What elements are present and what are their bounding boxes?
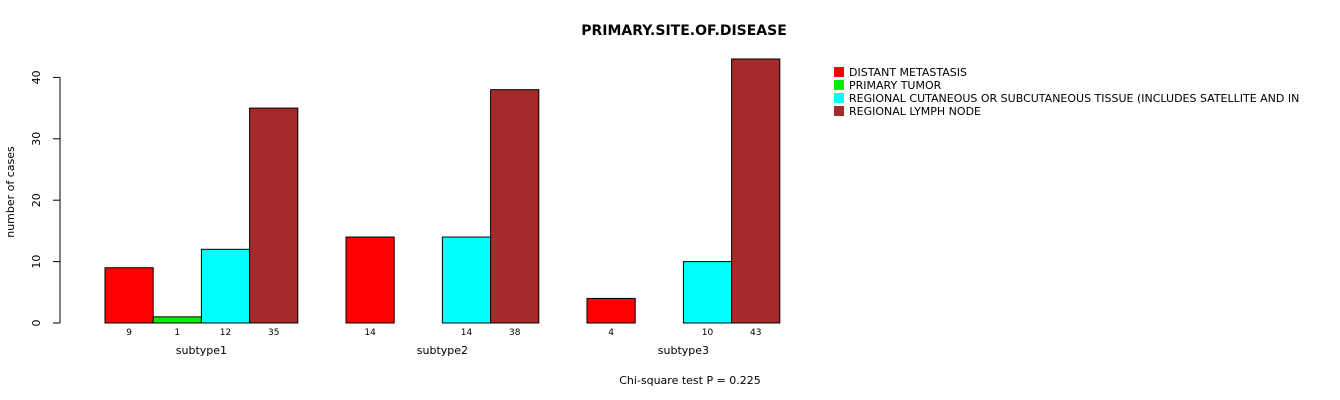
bar-value-label: 14: [461, 328, 473, 338]
chi-square-footnote: Chi-square test P = 0.225: [619, 374, 761, 387]
value-labels-group: 9 1 12 35 14 14 38 4 10 43: [126, 328, 761, 338]
category-labels-group: subtype1 subtype2 subtype3: [176, 344, 709, 357]
bar-value-label: 10: [702, 328, 714, 338]
bar: [249, 107, 299, 324]
legend-swatch: [834, 67, 844, 77]
y-axis: 0 10 20 30 40: [30, 70, 61, 327]
bar-value-label: 35: [268, 328, 279, 338]
bar: [731, 58, 781, 324]
bar-value-label: 12: [220, 328, 231, 338]
legend-label: PRIMARY TUMOR: [849, 79, 942, 92]
bar-value-label: 14: [364, 328, 376, 338]
y-tick-label: 40: [30, 70, 43, 84]
y-tick-label: 30: [30, 132, 43, 146]
legend-label: DISTANT METASTASIS: [849, 66, 967, 79]
y-tick-label: 20: [30, 193, 43, 207]
bar-value-label: 4: [608, 328, 614, 338]
y-axis-label: number of cases: [4, 146, 17, 238]
y-tick-label: 0: [30, 320, 43, 327]
legend-swatch: [834, 80, 844, 90]
legend-swatch: [834, 106, 844, 116]
bar-value-label: 43: [750, 328, 761, 338]
category-label: subtype1: [176, 344, 227, 357]
legend-swatch: [834, 93, 844, 103]
bar: [200, 248, 251, 324]
bar-value-label: 9: [126, 328, 132, 338]
bar: [682, 261, 733, 324]
bar: [152, 316, 202, 324]
y-tick-label: 10: [30, 255, 43, 269]
category-label: subtype2: [417, 344, 468, 357]
bar: [586, 297, 636, 324]
bar: [104, 267, 154, 324]
bar-value-label: 1: [174, 328, 180, 338]
legend-label: REGIONAL CUTANEOUS OR SUBCUTANEOUS TISSU…: [849, 92, 1299, 105]
bars-group: [104, 58, 781, 324]
bar: [441, 236, 492, 324]
bar: [490, 89, 540, 324]
chart-title: PRIMARY.SITE.OF.DISEASE: [581, 23, 787, 39]
category-label: subtype3: [658, 344, 709, 357]
legend-label: REGIONAL LYMPH NODE: [849, 105, 981, 118]
bar: [345, 236, 395, 324]
bar-value-label: 38: [509, 328, 521, 338]
